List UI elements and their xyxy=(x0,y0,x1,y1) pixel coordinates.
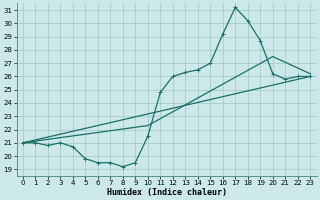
X-axis label: Humidex (Indice chaleur): Humidex (Indice chaleur) xyxy=(107,188,227,197)
